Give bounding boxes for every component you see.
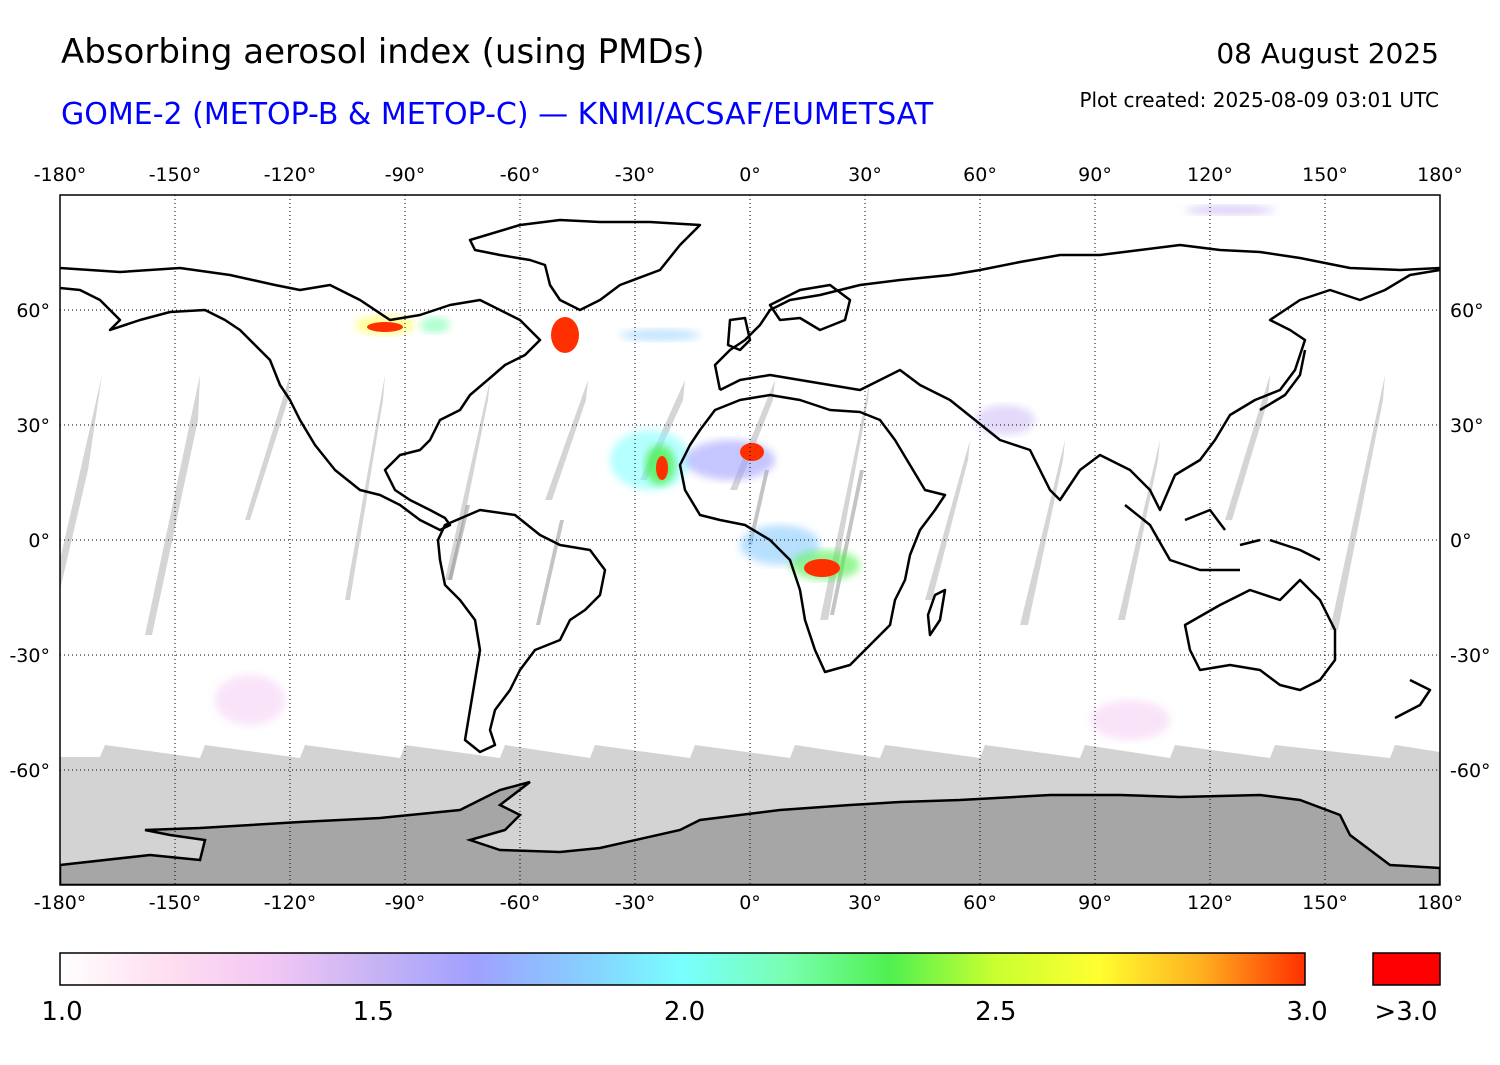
aerosol-patch-hudson	[420, 317, 450, 333]
longitude-tick-label: 90°	[1078, 164, 1112, 186]
longitude-tick-label: 60°	[963, 892, 997, 914]
latitude-tick-label: -30°	[1450, 645, 1491, 667]
aerosol-patch-atlantic-plume	[620, 329, 700, 341]
aerosol-patch-south-indian	[1090, 700, 1170, 740]
latitude-ticks-right: 60° 30° 0° -30° -60°	[1450, 300, 1491, 782]
map-frame	[59, 194, 1441, 886]
longitude-ticks-bottom: -180° -150° -120° -90° -60° -30° 0° 30° 60° 90° 12…	[34, 892, 1463, 914]
longitude-tick-label: 150°	[1302, 892, 1348, 914]
aerosol-high-west-africa	[656, 456, 668, 480]
longitude-tick-label: 0°	[739, 164, 761, 186]
colorbar-tick-label: 3.0	[1286, 997, 1327, 1027]
coast-africa-eurasia	[678, 393, 947, 674]
longitude-tick-label: 60°	[963, 164, 997, 186]
latitude-tick-label: -30°	[9, 645, 50, 667]
page-title: Absorbing aerosol index (using PMDs)	[61, 32, 705, 72]
latitude-tick-label: 0°	[28, 530, 50, 552]
aerosol-high-canada	[367, 322, 403, 332]
aerosol-patch-south-asia	[975, 405, 1035, 435]
longitude-tick-label: 30°	[848, 164, 882, 186]
coast-north-america	[60, 266, 542, 532]
coast-greenland	[468, 218, 702, 312]
longitude-tick-label: -180°	[34, 164, 87, 186]
latitude-tick-label: 0°	[1450, 530, 1472, 552]
longitude-tick-label: 30°	[848, 892, 882, 914]
instrument-subtitle: GOME-2 (METOP-B & METOP-C) — KNMI/ACSAF/…	[61, 97, 934, 132]
longitude-tick-label: 120°	[1187, 892, 1233, 914]
longitude-tick-label: -150°	[149, 164, 202, 186]
coast-uk	[726, 316, 752, 352]
longitude-tick-label: -150°	[149, 892, 202, 914]
latitude-tick-label: 60°	[16, 300, 50, 322]
longitude-tick-label: -180°	[34, 892, 87, 914]
latitude-tick-label: -60°	[1450, 760, 1491, 782]
colorbar-tick-label: 1.5	[353, 997, 394, 1027]
longitude-tick-label: 180°	[1417, 892, 1463, 914]
aerosol-high-north-africa	[740, 443, 764, 461]
longitude-tick-label: -30°	[615, 164, 656, 186]
longitude-tick-label: -120°	[264, 892, 317, 914]
latitude-tick-label: 30°	[16, 415, 50, 437]
graticule	[60, 195, 1440, 885]
colorbar-tick-label: 2.0	[664, 997, 705, 1027]
longitude-ticks-top: -180° -150° -120° -90° -60° -30° 0° 30° 60° 90° 12…	[34, 164, 1463, 186]
colorbar	[59, 952, 1306, 986]
aerosol-patch-south-pacific	[215, 675, 285, 725]
coast-new-zealand	[1394, 678, 1432, 720]
colorbar-overflow-box	[1372, 952, 1441, 986]
longitude-tick-label: 90°	[1078, 892, 1112, 914]
coast-scandinavia	[768, 283, 852, 332]
coast-japan	[1259, 349, 1307, 412]
longitude-tick-label: 0°	[739, 892, 761, 914]
plot-created-timestamp: Plot created: 2025-08-09 03:01 UTC	[1079, 88, 1439, 112]
aerosol-high-central-africa	[804, 559, 840, 577]
longitude-tick-label: -60°	[500, 164, 541, 186]
coastlines	[60, 218, 1440, 754]
longitude-tick-label: -60°	[500, 892, 541, 914]
aerosol-high-labrador	[551, 317, 579, 353]
coast-europe-asia	[713, 243, 1440, 512]
colorbar-overflow-label: >3.0	[1374, 997, 1437, 1027]
aerosol-patch-siberia	[1185, 205, 1275, 215]
longitude-tick-label: 150°	[1302, 164, 1348, 186]
observation-date: 08 August 2025	[1216, 37, 1439, 70]
longitude-tick-label: 120°	[1187, 164, 1233, 186]
longitude-tick-label: -30°	[615, 892, 656, 914]
latitude-tick-label: 30°	[1450, 415, 1484, 437]
coast-australia	[1183, 578, 1337, 692]
coast-madagascar	[926, 588, 947, 637]
colorbar-tick-labels: 1.0 1.5 2.0 2.5 3.0	[41, 997, 1327, 1027]
longitude-tick-label: -90°	[385, 164, 426, 186]
colorbar-tick-label: 2.5	[975, 997, 1016, 1027]
coast-indonesia	[1124, 504, 1321, 572]
aerosol-patch-north-africa	[685, 440, 775, 480]
latitude-tick-label: -60°	[9, 760, 50, 782]
latitude-tick-label: 60°	[1450, 300, 1484, 322]
longitude-tick-label: -120°	[264, 164, 317, 186]
coast-south-america	[436, 508, 607, 754]
latitude-ticks-left: 60° 30° 0° -30° -60°	[9, 300, 50, 782]
longitude-tick-label: -90°	[385, 892, 426, 914]
colorbar-tick-label: 1.0	[41, 997, 82, 1027]
longitude-tick-label: 180°	[1417, 164, 1463, 186]
